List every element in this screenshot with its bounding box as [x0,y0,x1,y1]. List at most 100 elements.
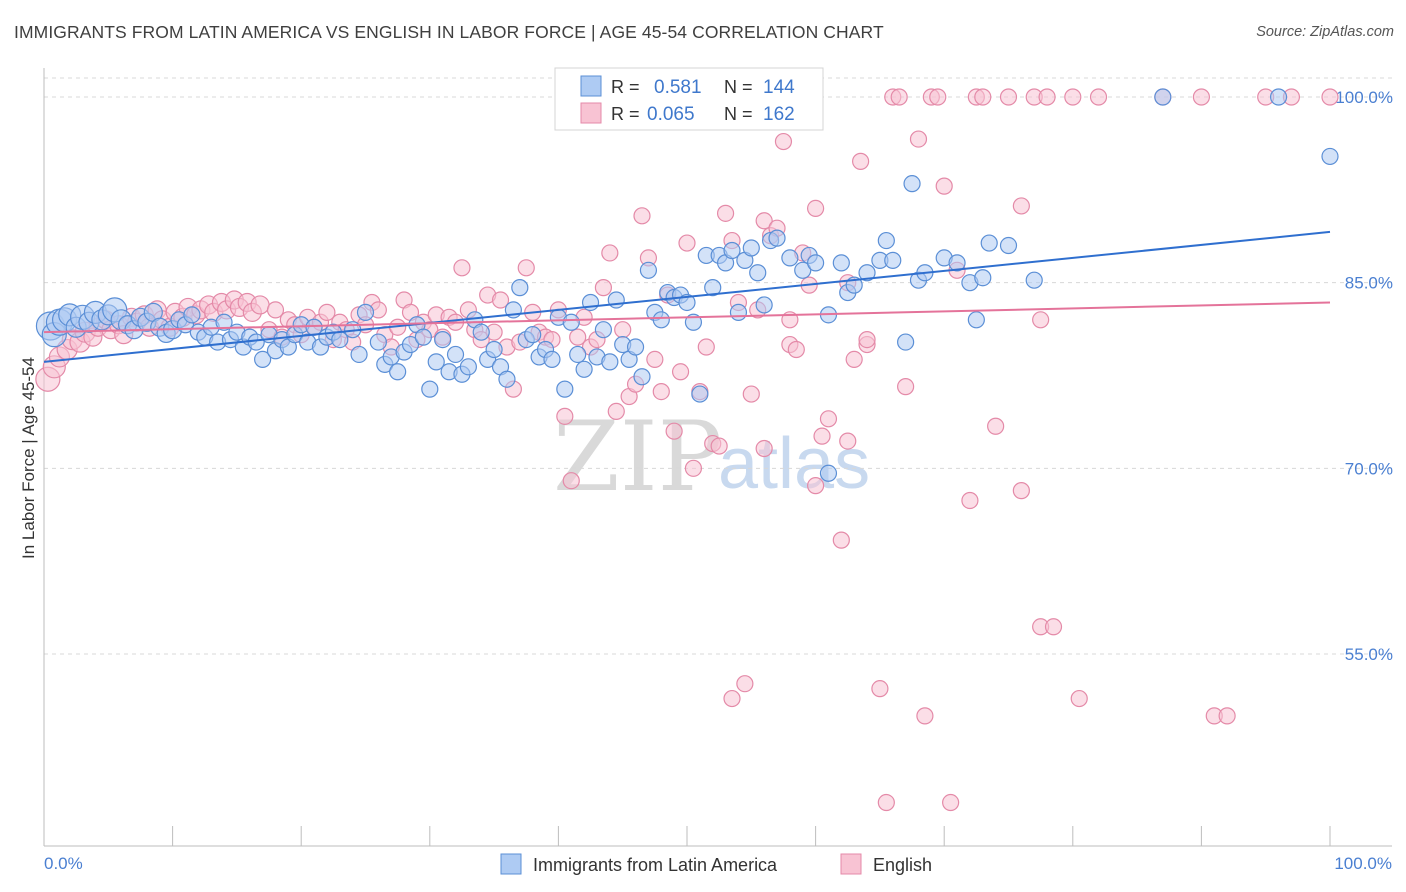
english-point-92 [633,207,651,225]
immigrants-point-105 [723,241,741,260]
english-point-111 [755,212,773,230]
english-point-140 [974,88,992,106]
english-point-98 [671,363,690,381]
immigrants-point-138 [1154,88,1172,106]
english-point-148 [1064,88,1082,106]
x-tick-label-min: 0.0% [44,854,83,873]
english-point-141 [987,417,1005,435]
legend-swatch-blue [580,75,602,97]
legend-r-label-1: R = [611,77,640,97]
immigrants-point-23 [183,306,201,324]
immigrants-point-98 [678,293,696,312]
english-point-128 [877,793,895,812]
english-point-80 [556,407,574,425]
immigrants-point-62 [446,345,465,364]
english-point-136 [935,177,953,195]
immigrants-point-79 [556,380,574,398]
immigrants-point-50 [369,333,387,351]
legend-series-label-immigrants: Immigrants from Latin America [533,855,778,875]
axes [43,68,1392,847]
immigrants-point-85 [594,321,613,339]
immigrants-point-99 [684,313,703,331]
immigrants-point-48 [356,303,375,321]
immigrants-point-81 [569,345,587,364]
english-point-149 [1070,689,1088,708]
english-point-88 [607,402,625,420]
immigrants-point-77 [543,350,561,369]
english-point-159 [1012,482,1030,500]
trend-line-immigrants [43,230,1331,363]
legend-r-value-1: 0.581 [654,77,702,98]
english-point-97 [665,422,683,440]
immigrants-point-125 [897,333,915,351]
english-point-130 [890,88,908,106]
immigrants-point-100 [691,385,709,403]
trend-lines [43,230,1331,363]
x-tick-label-max: 100.0% [1334,854,1392,873]
immigrants-point-82 [575,360,593,378]
english-point-150 [1089,88,1108,106]
immigrants-point-91 [633,368,651,386]
immigrants-point-53 [389,363,407,381]
english-point-164 [839,432,857,450]
english-point-35 [266,301,285,319]
legend-n-value-1: 144 [763,77,795,98]
english-point-102 [697,338,715,356]
english-point-64 [453,259,471,277]
immigrants-point-70 [498,370,516,388]
immigrants-point-74 [524,326,542,344]
english-point-81 [562,472,580,490]
english-point-135 [929,88,947,106]
immigrants-point-57 [414,328,432,346]
y-axis-title: In Labor Force | Age 45-54 [19,357,38,559]
immigrants-point-28 [215,313,233,331]
y-tick-label-70: 70.0% [1345,459,1393,478]
legend-r-label-2: R = [611,104,640,124]
legend-series-label-english: English [873,855,932,875]
immigrants-point-60 [434,331,452,349]
immigrants-point-86 [601,353,619,371]
immigrants-point-130 [948,254,966,272]
english-point-124 [845,350,863,369]
legend-n-value-2: 162 [763,104,795,125]
immigrants-point-121 [858,264,876,282]
immigrants-point-124 [884,251,902,269]
y-tick-label-85: 85.0% [1345,274,1393,293]
immigrants-point-106 [729,303,748,321]
english-point-133 [916,707,934,725]
english-point-104 [710,437,728,455]
english-point-127 [871,680,889,698]
english-point-121 [819,410,838,428]
english-point-99 [678,234,696,252]
legend-series: Immigrants from Latin America English [500,853,932,875]
chart-title: IMMIGRANTS FROM LATIN AMERICA VS ENGLISH… [14,22,884,42]
immigrants-point-123 [877,231,895,250]
english-point-137 [942,793,960,812]
english-point-161 [755,439,773,458]
english-point-122 [832,531,850,549]
chart-source: Source: ZipAtlas.com [1256,24,1394,40]
immigrants-point-135 [967,311,985,329]
immigrants-point-132 [974,269,992,287]
immigrants-point-116 [806,254,825,272]
immigrants-point-118 [832,254,850,272]
english-point-33 [250,295,270,315]
immigrants-point-114 [794,261,812,279]
english-point-163 [806,477,825,495]
english-point-152 [1192,88,1211,106]
y-tick-label-55: 55.0% [1345,645,1393,664]
english-point-95 [652,382,670,401]
english-point-116 [787,340,805,359]
immigrants-point-80 [562,313,580,331]
immigrants-point-137 [819,464,838,482]
immigrants-point-126 [903,175,921,193]
english-point-158 [723,689,741,708]
english-point-157 [1321,88,1339,106]
immigrants-point-113 [781,249,799,267]
immigrants-point-55 [401,335,420,354]
immigrants-point-64 [459,358,477,376]
english-point-89 [614,321,632,339]
english-point-154 [1218,707,1236,725]
immigrants-point-49 [350,345,368,364]
